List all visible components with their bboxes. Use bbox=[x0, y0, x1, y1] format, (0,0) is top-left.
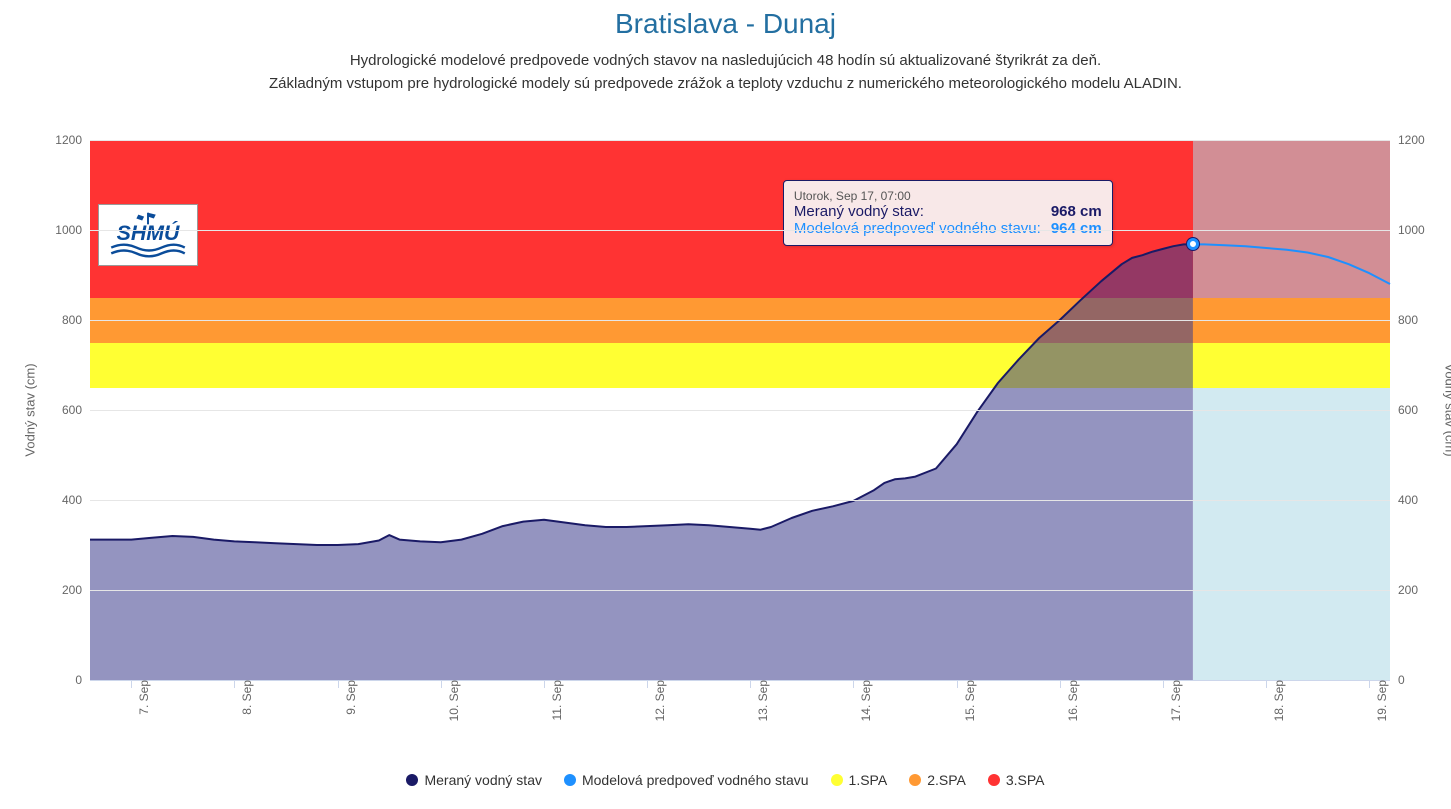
legend-item[interactable]: 3.SPA bbox=[988, 772, 1045, 788]
y-tick-left: 0 bbox=[75, 673, 90, 687]
x-tick-label: 7. Sep bbox=[111, 680, 151, 715]
shmu-logo: SHMÚ bbox=[98, 204, 198, 266]
y-tick-right: 1000 bbox=[1390, 223, 1425, 237]
x-tick-label: 9. Sep bbox=[318, 680, 358, 715]
x-tick-label: 14. Sep bbox=[833, 680, 873, 721]
tooltip-measured-label: Meraný vodný stav: bbox=[794, 203, 924, 220]
y-axis-label-left: Vodný stav (cm) bbox=[23, 363, 38, 456]
legend-label: 3.SPA bbox=[1006, 772, 1045, 788]
legend-swatch bbox=[988, 774, 1000, 786]
y-tick-right: 0 bbox=[1390, 673, 1405, 687]
y-tick-left: 800 bbox=[62, 313, 90, 327]
y-tick-left: 400 bbox=[62, 493, 90, 507]
legend-label: Meraný vodný stav bbox=[424, 772, 542, 788]
x-tick-label: 19. Sep bbox=[1349, 680, 1389, 721]
x-tick-label: 10. Sep bbox=[421, 680, 461, 721]
x-tick-label: 12. Sep bbox=[627, 680, 667, 721]
y-tick-right: 1200 bbox=[1390, 133, 1425, 147]
gridline bbox=[90, 230, 1390, 231]
subtitle-line-1: Hydrologické modelové predpovede vodných… bbox=[350, 52, 1101, 69]
y-tick-right: 200 bbox=[1390, 583, 1418, 597]
x-tick-label: 8. Sep bbox=[214, 680, 254, 715]
gridline bbox=[90, 410, 1390, 411]
gridline bbox=[90, 140, 1390, 141]
legend-swatch bbox=[406, 774, 418, 786]
y-tick-left: 1000 bbox=[55, 223, 90, 237]
legend-label: 2.SPA bbox=[927, 772, 966, 788]
tooltip-measured-value: 968 cm bbox=[1051, 203, 1102, 220]
y-tick-right: 800 bbox=[1390, 313, 1418, 327]
x-tick-label: 18. Sep bbox=[1246, 680, 1286, 721]
gridline bbox=[90, 500, 1390, 501]
legend-swatch bbox=[909, 774, 921, 786]
y-tick-left: 1200 bbox=[55, 133, 90, 147]
tooltip-forecast-value: 964 cm bbox=[1051, 220, 1102, 237]
hover-marker bbox=[1187, 238, 1199, 250]
legend-item[interactable]: Meraný vodný stav bbox=[406, 772, 542, 788]
x-tick-label: 15. Sep bbox=[937, 680, 977, 721]
tooltip-forecast-label: Modelová predpoveď vodného stavu: bbox=[794, 220, 1041, 237]
gridline bbox=[90, 590, 1390, 591]
tooltip: Utorok, Sep 17, 07:00 Meraný vodný stav:… bbox=[783, 180, 1113, 246]
x-tick-label: 13. Sep bbox=[730, 680, 770, 721]
spa-band-1spa bbox=[90, 343, 1390, 388]
page-subtitle: Hydrologické modelové predpovede vodných… bbox=[0, 50, 1451, 95]
legend-swatch bbox=[564, 774, 576, 786]
y-tick-right: 400 bbox=[1390, 493, 1418, 507]
plot-area[interactable]: SHMÚ Utorok, Sep 17, 07:00 Meraný vodný … bbox=[90, 140, 1390, 681]
legend-item[interactable]: 2.SPA bbox=[909, 772, 966, 788]
legend-swatch bbox=[831, 774, 843, 786]
legend-item[interactable]: Modelová predpoveď vodného stavu bbox=[564, 772, 809, 788]
x-tick-label: 17. Sep bbox=[1143, 680, 1183, 721]
page: { "title": { "text": "Bratislava - Dunaj… bbox=[0, 0, 1451, 809]
legend-label: Modelová predpoveď vodného stavu bbox=[582, 772, 809, 788]
tooltip-header: Utorok, Sep 17, 07:00 bbox=[794, 189, 1102, 203]
legend-item[interactable]: 1.SPA bbox=[831, 772, 888, 788]
y-tick-left: 600 bbox=[62, 403, 90, 417]
y-axis-label-right: Vodný stav (cm) bbox=[1443, 363, 1451, 456]
y-tick-right: 600 bbox=[1390, 403, 1418, 417]
legend: Meraný vodný stav Modelová predpoveď vodn… bbox=[0, 772, 1451, 788]
x-tick-label: 16. Sep bbox=[1040, 680, 1080, 721]
legend-label: 1.SPA bbox=[849, 772, 888, 788]
x-tick-label: 11. Sep bbox=[524, 680, 564, 720]
page-title: Bratislava - Dunaj bbox=[0, 0, 1451, 40]
y-tick-left: 200 bbox=[62, 583, 90, 597]
subtitle-line-2: Základným vstupom pre hydrologické model… bbox=[269, 75, 1182, 92]
gridline bbox=[90, 320, 1390, 321]
